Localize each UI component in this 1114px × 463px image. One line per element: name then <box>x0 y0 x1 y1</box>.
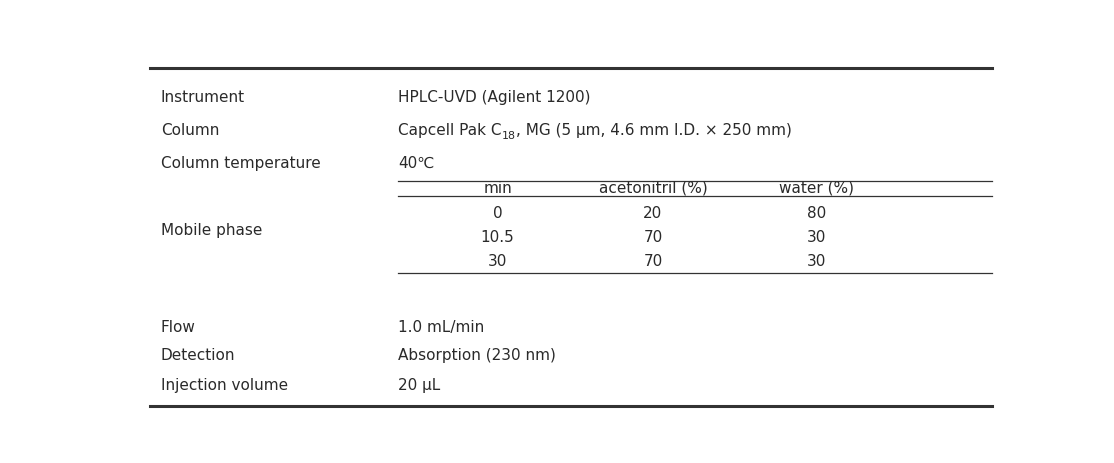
Text: 30: 30 <box>808 230 827 245</box>
Text: 18: 18 <box>501 131 516 141</box>
Text: Flow: Flow <box>160 320 196 335</box>
Text: 10.5: 10.5 <box>480 230 515 245</box>
Text: , MG (5 μm, 4.6 mm I.D. × 250 mm): , MG (5 μm, 4.6 mm I.D. × 250 mm) <box>516 123 792 138</box>
Text: 20: 20 <box>643 206 663 221</box>
Text: Detection: Detection <box>160 348 235 363</box>
Text: 80: 80 <box>808 206 827 221</box>
Text: Mobile phase: Mobile phase <box>160 224 262 238</box>
Text: 30: 30 <box>808 254 827 269</box>
Text: 0: 0 <box>492 206 502 221</box>
Text: 40℃: 40℃ <box>399 156 434 171</box>
Text: acetonitril (%): acetonitril (%) <box>598 181 707 196</box>
Text: 70: 70 <box>643 254 663 269</box>
Text: Column: Column <box>160 123 219 138</box>
Text: 20 μL: 20 μL <box>399 378 440 393</box>
Text: Column temperature: Column temperature <box>160 156 321 171</box>
Text: Injection volume: Injection volume <box>160 378 287 393</box>
Text: HPLC-UVD (Agilent 1200): HPLC-UVD (Agilent 1200) <box>399 90 590 105</box>
Text: Absorption (230 nm): Absorption (230 nm) <box>399 348 556 363</box>
Text: 1.0 mL/min: 1.0 mL/min <box>399 320 485 335</box>
Text: 70: 70 <box>643 230 663 245</box>
Text: 30: 30 <box>488 254 507 269</box>
Text: Capcell Pak C: Capcell Pak C <box>399 123 501 138</box>
Text: Instrument: Instrument <box>160 90 245 105</box>
Text: water (%): water (%) <box>780 181 854 196</box>
Text: min: min <box>483 181 512 196</box>
